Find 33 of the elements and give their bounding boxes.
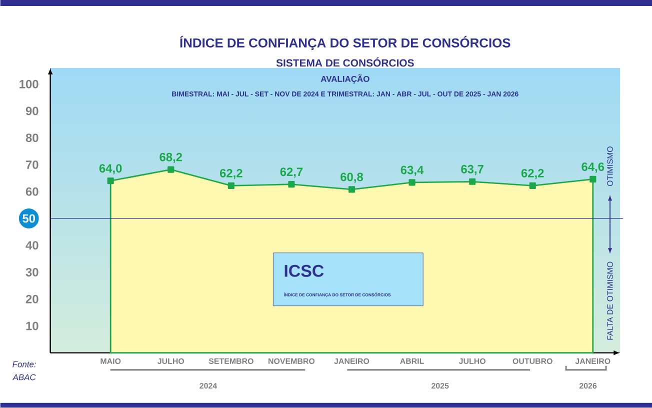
y-tick-label: 10 [26,322,38,330]
data-label: 64,6 [582,162,604,173]
point [288,181,295,188]
data-label: 63,4 [400,166,424,176]
point [348,186,356,193]
chart-subtitle: SISTEMA DE CONSÓRCIOS [276,57,414,67]
y-tick-label: 90 [26,106,38,116]
y-tick-label: 70 [26,160,38,170]
source-note: Fonte: ABAC [12,361,36,380]
data-label: 63,7 [461,165,484,176]
y-tick-label: 60 [26,187,38,196]
data-label: 64,0 [99,164,122,174]
point [408,179,416,186]
point [168,166,174,173]
data-label: 62,2 [220,169,242,180]
annotation: AVALIAÇÃO [320,74,370,84]
annotation: ICSC [284,264,324,277]
y-tick-label: 80 [26,134,38,142]
y-tick-label: 30 [26,268,38,277]
point [529,182,536,190]
point [228,182,234,190]
chart-title: ÍNDICE DE CONFIANÇA DO SETOR DE CONSÓRCIOS [180,36,510,50]
data-label: 62,2 [521,169,544,180]
point [107,178,114,184]
data-label: 68,2 [160,152,182,164]
point [469,178,476,186]
data-label: 62,7 [280,168,303,178]
y-tick-label: 40 [26,241,38,250]
data-label: 60,8 [340,172,364,183]
y-tick-label: 50 [22,214,36,223]
y-tick-label: 20 [26,294,38,304]
y-tick-label: 100 [20,80,38,88]
point [590,176,596,183]
